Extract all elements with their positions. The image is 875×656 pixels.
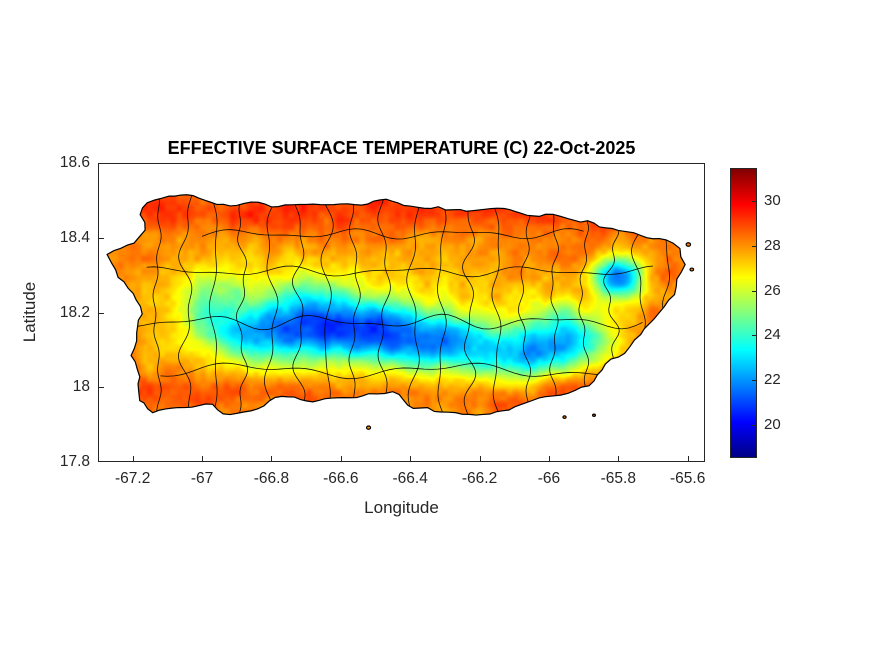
x-tick-label: -67.2 [115,470,151,487]
y-tick-label: 18.2 [59,303,90,321]
x-tick-label: -65.8 [600,470,636,487]
colorbar-tick-label: 30 [764,192,781,210]
x-tick-label: -66.8 [253,470,290,487]
colorbar-tick-label: 26 [764,281,781,299]
colorbar-tick-label: 22 [764,370,781,388]
x-tick-label: -67 [190,470,214,487]
x-tick-label: -66 [537,470,561,487]
map-canvas [98,163,705,462]
y-tick-label: 18 [72,378,90,396]
x-tick-label: -66.4 [392,470,428,487]
colorbar-canvas [730,168,757,458]
x-tick-label: -65.6 [669,470,706,487]
y-tick-label: 17.8 [59,453,90,470]
colorbar-tick-label: 24 [764,326,781,344]
x-tick-label: -66.2 [461,470,498,487]
y-tick-label: 18.4 [59,228,90,246]
x-axis-label: Longitude [364,498,439,517]
y-tick-label: 18.6 [59,154,90,171]
chart-title: EFFECTIVE SURFACE TEMPERATURE (C) 22-Oct… [167,138,636,158]
x-tick-label: -66.6 [323,470,359,487]
colorbar-tick-label: 28 [764,237,781,255]
colorbar-tick-label: 20 [764,415,781,433]
